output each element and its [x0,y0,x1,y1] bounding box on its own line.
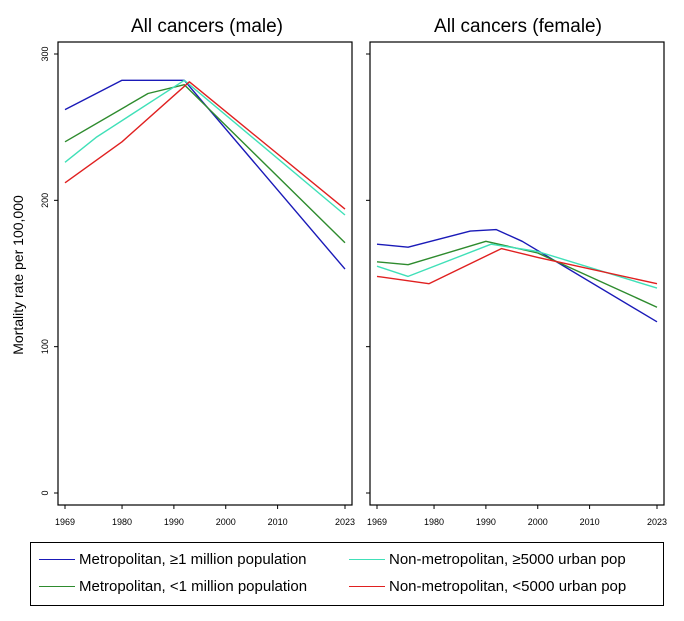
series-line [64,79,346,216]
series-line [64,79,346,270]
series-line [64,81,346,210]
y-tick-label: 0 [40,490,50,495]
x-tick-label: 1969 [55,517,75,527]
panel-title-female: All cancers (female) [434,16,602,37]
legend-swatch [349,559,385,560]
legend-swatch [39,559,75,560]
x-tick-label: 1980 [424,517,444,527]
legend-label: Metropolitan, ≥1 million population [79,551,307,568]
legend: Metropolitan, ≥1 million population Non-… [30,542,664,606]
series-line [376,228,658,323]
legend-label: Metropolitan, <1 million population [79,578,308,595]
x-tick-label: 1980 [112,517,132,527]
x-tick-label: 1990 [476,517,496,527]
plot-frame [57,41,353,506]
x-tick-label: 2010 [268,517,288,527]
series-line [376,243,658,289]
series-line [376,247,658,285]
x-tick-label: 1990 [164,517,184,527]
legend-swatch [349,586,385,587]
legend-item: Metropolitan, <1 million population [39,578,307,595]
x-tick-label: 1969 [367,517,387,527]
legend-label: Non-metropolitan, <5000 urban pop [389,578,627,595]
y-tick-label: 300 [40,46,50,61]
x-tick-label: 2000 [528,517,548,527]
plot-frame [369,41,665,506]
x-tick-label: 2010 [580,517,600,527]
y-tick-label: 100 [40,339,50,354]
x-tick-label: 2000 [216,517,236,527]
series-line [64,83,346,244]
legend-item: Non-metropolitan, <5000 urban pop [349,578,626,595]
x-tick-label: 2023 [335,517,355,527]
chart-area: 0 100 200 300 1969 1980 1990 2000 2010 2023 1969 19… [40,41,667,527]
panel-title-male: All cancers (male) [130,16,284,37]
legend-label: Non-metropolitan, ≥5000 urban pop [389,551,626,568]
legend-item: Non-metropolitan, ≥5000 urban pop [349,551,626,568]
y-tick-label: 200 [40,193,50,208]
series-line [376,240,658,308]
legend-item: Metropolitan, ≥1 million population [39,551,307,568]
legend-swatch [39,586,75,587]
x-tick-label: 2023 [647,517,667,527]
